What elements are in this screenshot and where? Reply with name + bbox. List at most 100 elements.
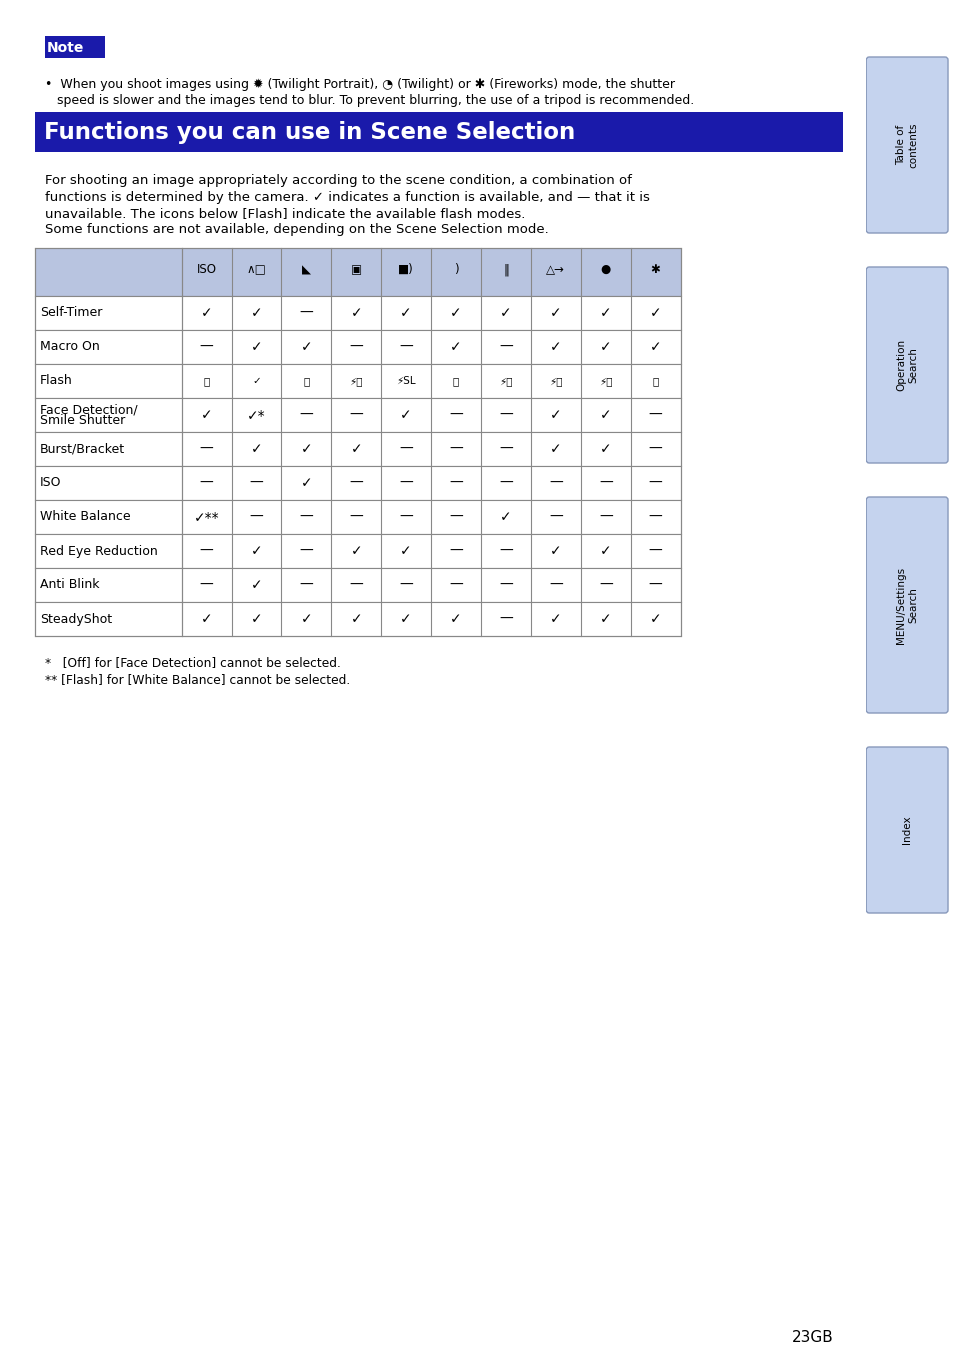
Text: —: — (299, 578, 313, 591)
Text: —: — (598, 578, 612, 591)
Text: —: — (498, 476, 513, 490)
Text: ✓: ✓ (550, 612, 561, 626)
Text: —: — (598, 511, 612, 524)
Text: —: — (250, 476, 263, 490)
Text: ✓: ✓ (550, 408, 561, 422)
Text: —: — (349, 340, 363, 355)
Bar (35, 364, 679, 398)
Text: Table of
contents: Table of contents (896, 122, 917, 168)
Text: —: — (299, 543, 313, 559)
Text: *   [Off] for [Face Detection] cannot be selected.: * [Off] for [Face Detection] cannot be s… (45, 656, 340, 669)
Text: —: — (449, 511, 462, 524)
Text: —: — (299, 511, 313, 524)
Text: ISO: ISO (40, 476, 61, 490)
Text: —: — (399, 578, 413, 591)
Text: ✓: ✓ (400, 408, 412, 422)
Bar (35, 398, 679, 433)
Text: Smile Shutter: Smile Shutter (40, 413, 125, 427)
Bar (35, 296, 679, 330)
Text: ISO: ISO (196, 263, 216, 277)
Text: —: — (598, 476, 612, 490)
Bar (35, 465, 679, 500)
Text: —: — (498, 578, 513, 591)
Text: —: — (648, 408, 661, 422)
Text: For shooting an image appropriately according to the scene condition, a combinat: For shooting an image appropriately acco… (45, 174, 631, 188)
Text: Ⓢ: Ⓢ (203, 376, 210, 386)
Bar (45, 36, 105, 57)
Text: ✓: ✓ (252, 376, 260, 386)
Text: Face Detection/: Face Detection/ (40, 404, 137, 416)
Bar (35, 500, 679, 534)
Text: ⚡Ⓢ: ⚡Ⓢ (549, 376, 562, 386)
Text: ✓: ✓ (350, 543, 362, 559)
Text: Ⓢ: Ⓢ (652, 376, 659, 386)
Text: ◣: ◣ (301, 263, 311, 277)
FancyBboxPatch shape (865, 57, 947, 233)
Text: ✓: ✓ (599, 543, 611, 559)
Text: Self-Timer: Self-Timer (40, 307, 102, 319)
Bar (35, 112, 842, 152)
Text: SteadyShot: SteadyShot (40, 612, 112, 626)
Text: —: — (548, 476, 562, 490)
Text: ✓: ✓ (499, 307, 511, 320)
Text: ✓: ✓ (200, 408, 213, 422)
Text: ✓: ✓ (300, 612, 312, 626)
Text: —: — (548, 578, 562, 591)
Text: speed is slower and the images tend to blur. To prevent blurring, the use of a t: speed is slower and the images tend to b… (45, 94, 694, 107)
Text: ** [Flash] for [White Balance] cannot be selected.: ** [Flash] for [White Balance] cannot be… (45, 674, 350, 686)
Text: Operation
Search: Operation Search (896, 340, 917, 392)
Text: —: — (648, 578, 661, 591)
Text: Flash: Flash (40, 375, 72, 387)
Text: functions is determined by the camera. ✓ indicates a function is available, and : functions is determined by the camera. ✓… (45, 190, 649, 204)
Text: —: — (399, 340, 413, 355)
Text: —: — (199, 340, 213, 355)
Text: —: — (449, 476, 462, 490)
Text: ✓**: ✓** (193, 511, 219, 524)
Text: —: — (399, 442, 413, 456)
Bar (35, 602, 679, 637)
Text: —: — (199, 476, 213, 490)
Text: ✓: ✓ (599, 340, 611, 355)
Text: ✓: ✓ (649, 612, 660, 626)
Text: ⚡Ⓢ: ⚡Ⓢ (598, 376, 612, 386)
Text: —: — (349, 408, 363, 422)
Text: ✓: ✓ (251, 442, 262, 456)
Bar (35, 330, 679, 364)
Text: ✓*: ✓* (247, 408, 266, 422)
Text: ⚡Ⓢ: ⚡Ⓢ (498, 376, 512, 386)
Text: —: — (498, 442, 513, 456)
Text: ✓: ✓ (251, 307, 262, 320)
Text: 23GB: 23GB (791, 1331, 832, 1344)
Text: ✓: ✓ (649, 307, 660, 320)
Text: ✓: ✓ (350, 442, 362, 456)
Text: ‖: ‖ (502, 263, 508, 277)
Text: —: — (449, 408, 462, 422)
Text: ✓: ✓ (251, 543, 262, 559)
Bar (35, 433, 679, 465)
Text: ✓: ✓ (550, 340, 561, 355)
Text: ✓: ✓ (550, 307, 561, 320)
Text: —: — (648, 543, 661, 559)
Text: ■): ■) (398, 263, 414, 277)
Text: —: — (349, 476, 363, 490)
Text: —: — (648, 442, 661, 456)
Text: —: — (199, 543, 213, 559)
Text: —: — (199, 578, 213, 591)
Text: —: — (648, 476, 661, 490)
Text: ✓: ✓ (499, 511, 511, 524)
Text: Burst/Bracket: Burst/Bracket (40, 442, 125, 456)
Text: unavailable. The icons below [Flash] indicate the available flash modes.: unavailable. The icons below [Flash] ind… (45, 207, 525, 220)
Text: White Balance: White Balance (40, 511, 131, 523)
Text: Index: Index (902, 816, 911, 845)
Text: ): ) (454, 263, 457, 277)
Text: —: — (449, 543, 462, 559)
Text: Macro On: Macro On (40, 341, 99, 353)
Text: ✓: ✓ (200, 612, 213, 626)
Text: ✓: ✓ (599, 442, 611, 456)
Text: —: — (498, 543, 513, 559)
Text: ✓: ✓ (300, 340, 312, 355)
Text: —: — (498, 612, 513, 626)
Text: —: — (399, 476, 413, 490)
Bar (35, 248, 679, 296)
Text: ✓: ✓ (599, 612, 611, 626)
